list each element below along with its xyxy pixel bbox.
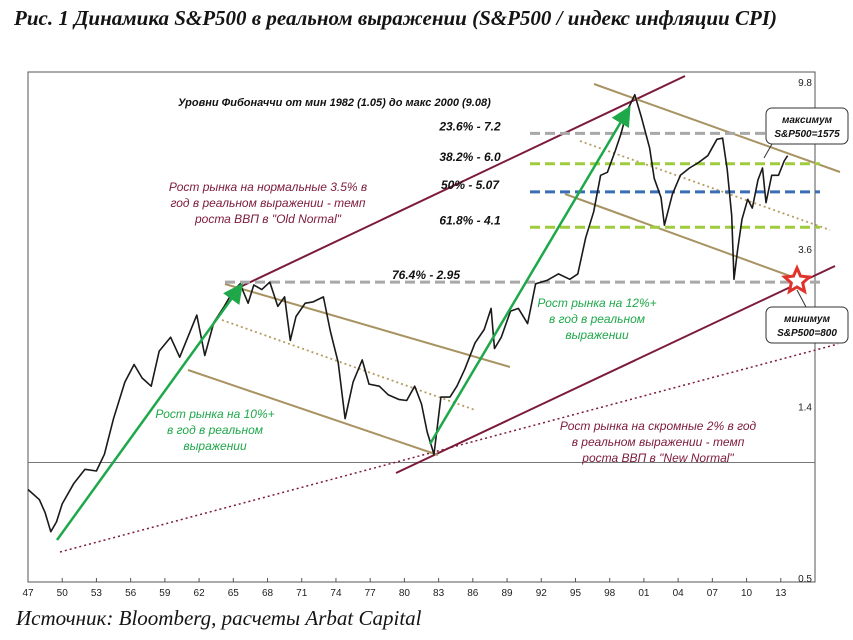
max-callout-box (765, 107, 849, 145)
y-tick-label-3: 0.5 (798, 574, 812, 585)
max-callout-line-1: S&P500=1575 (774, 129, 840, 140)
x-tick-label-59: 59 (159, 588, 171, 599)
growth-10-arrow (55, 282, 243, 541)
post2000-channel-upper-line (593, 83, 841, 173)
x-tick-label-74: 74 (330, 588, 342, 599)
x-tick-label-53: 53 (91, 588, 103, 599)
x-tick-label-86: 86 (467, 588, 479, 599)
growth-10-label-line-1: в год в реальном (167, 423, 263, 437)
chart-title: Рис. 1 Динамика S&P500 в реальном выраже… (14, 6, 777, 30)
x-tick-label-04: 04 (673, 588, 685, 599)
growth-10-label-line-0: Рост рынка на 10%+ (155, 407, 274, 421)
fib-level-label-2: 50% - 5.07 (441, 178, 500, 192)
new-normal-label-line-2: роста ВВП в "New Normal" (581, 451, 734, 465)
x-tick-label-65: 65 (228, 588, 240, 599)
x-tick-label-95: 95 (570, 588, 582, 599)
plot-area (27, 71, 816, 583)
sp500-real-line (27, 93, 789, 533)
min-callout-line-1: S&P500=800 (777, 328, 837, 339)
y-tick-label-2: 1.4 (798, 402, 812, 413)
max-callout-line-0: максимум (782, 115, 833, 126)
post2000-channel-lower-line (564, 193, 791, 277)
x-tick-label-13: 13 (775, 588, 787, 599)
new-normal-label-line-0: Рост рынка на скромные 2% в год (560, 419, 757, 433)
min-callout-pointer (796, 289, 807, 308)
bear-channel-upper-line (224, 283, 511, 368)
fib-level-label-0: 23.6% - 7.2 (438, 119, 501, 133)
fib-level-label-1: 38.2% - 6.0 (439, 150, 501, 164)
old-normal-upper-line (239, 75, 686, 288)
x-tick-label-01: 01 (638, 588, 650, 599)
min-star-icon (781, 264, 813, 295)
fib-title-label: Уровни Фибоначчи от мин 1982 (1.05) до м… (178, 97, 491, 109)
min-callout-line-0: минимум (784, 314, 831, 325)
old-normal-label-line-1: год в реальном выражении - темп (170, 196, 365, 210)
x-tick-label-71: 71 (296, 588, 308, 599)
y-tick-label-0: 9.8 (798, 78, 812, 89)
growth-trend-arrows (55, 105, 631, 541)
x-tick-label-89: 89 (501, 588, 513, 599)
x-tick-label-92: 92 (536, 588, 548, 599)
x-tick-label-10: 10 (741, 588, 753, 599)
old-normal-label-line-0: Рост рынка на нормальные 3.5% в (169, 180, 367, 194)
old-normal-lower-line (395, 265, 836, 474)
new-normal-dotted-line (59, 343, 839, 553)
max-callout-pointer (763, 143, 773, 159)
x-tick-label-68: 68 (262, 588, 274, 599)
x-axis: 47 50 53 56 59 62 65 68 71 74 77 80 83 86 89 92 95 98 01 04… (22, 578, 787, 599)
bear-channel-lower-line (187, 369, 439, 456)
post2000-channel-mid-dotted-line (579, 140, 831, 231)
source-note: Источник: Bloomberg, расчеты Arbat Capit… (16, 606, 422, 630)
y-axis: 9.8 3.6 1.4 0.5 (798, 78, 812, 585)
growth-10-label-line-2: выражении (183, 439, 247, 453)
annotation-labels: Рост рынка на нормальные 3.5% в год в реа… (155, 107, 849, 465)
min-callout-box (765, 306, 849, 344)
x-tick-label-50: 50 (57, 588, 69, 599)
growth-12-label-line-0: Рост рынка на 12%+ (537, 296, 656, 310)
x-tick-label-83: 83 (433, 588, 445, 599)
x-tick-label-47: 47 (22, 588, 34, 599)
y-tick-label-1: 3.6 (798, 245, 812, 256)
x-tick-label-80: 80 (399, 588, 411, 599)
growth-12-arrow (428, 105, 631, 445)
x-tick-label-77: 77 (365, 588, 377, 599)
x-tick-label-62: 62 (194, 588, 206, 599)
x-tick-label-56: 56 (125, 588, 137, 599)
x-tick-label-98: 98 (604, 588, 616, 599)
price-series (27, 93, 789, 533)
fib-level-label-4: 76.4% - 2.95 (392, 268, 460, 282)
new-normal-label-line-1: в реальном выражении - темп (572, 435, 745, 449)
growth-12-label-line-1: в год в реальном (549, 312, 645, 326)
trend-channels (59, 75, 841, 553)
x-tick-label-07: 07 (707, 588, 719, 599)
fib-level-label-3: 61.8% - 4.1 (439, 213, 501, 227)
fibonacci-levels: Уровни Фибоначчи от мин 1982 (1.05) до м… (178, 97, 820, 284)
old-normal-label-line-2: роста ВВП в "Old Normal" (194, 212, 342, 226)
growth-12-label-line-2: выражении (565, 328, 629, 342)
